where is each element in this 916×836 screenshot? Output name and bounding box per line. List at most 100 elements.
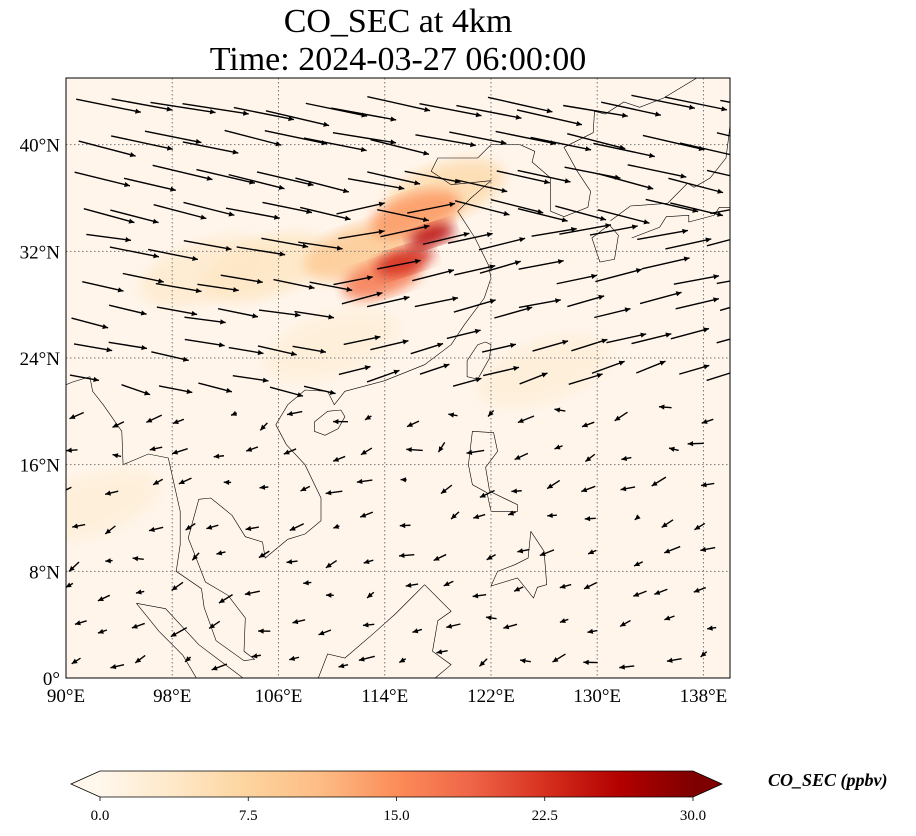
- wind-arrow: [440, 484, 453, 495]
- wind-arrow: [366, 295, 410, 308]
- wind-arrow: [503, 623, 518, 630]
- wind-arrow: [110, 664, 125, 670]
- wind-arrow: [292, 619, 306, 625]
- wind-arrow: [230, 410, 238, 416]
- wind-arrow: [454, 264, 496, 276]
- lat-tick-label: 40°N: [20, 136, 61, 157]
- wind-arrow: [104, 525, 116, 535]
- coastline: [66, 144, 492, 662]
- wind-arrow: [412, 628, 423, 634]
- wind-arrow: [150, 101, 216, 115]
- wind-arrow: [556, 273, 598, 285]
- wind-arrow: [292, 345, 327, 354]
- wind-arrow: [303, 137, 367, 153]
- wind-arrow: [539, 549, 555, 557]
- wind-arrow: [517, 548, 530, 554]
- wind-arrow: [406, 447, 423, 453]
- wind-arrow: [185, 522, 196, 531]
- wind-arrow: [443, 580, 454, 587]
- wind-arrow: [318, 629, 332, 636]
- wind-arrow: [258, 628, 271, 634]
- wind-arrow: [716, 132, 730, 137]
- wind-arrow: [479, 260, 521, 274]
- wind-arrow: [473, 513, 486, 520]
- wind-arrow: [496, 170, 551, 185]
- wind-arrow: [710, 209, 730, 215]
- wind-arrow: [171, 448, 188, 455]
- wind-arrow: [330, 107, 397, 122]
- wind-arrow: [69, 411, 84, 420]
- wind-arrow: [448, 412, 458, 418]
- wind-arrow: [412, 268, 455, 282]
- wind-arrow: [83, 208, 135, 224]
- wind-arrow: [158, 385, 193, 394]
- wind-arrow: [587, 628, 598, 634]
- wind-arrow: [466, 449, 485, 455]
- wind-arrow: [358, 655, 375, 662]
- wind-arrow: [66, 486, 72, 491]
- lon-tick-label: 130°E: [573, 686, 621, 707]
- wind-arrow: [298, 241, 343, 251]
- wind-arrow: [213, 453, 225, 459]
- wind-arrow: [532, 339, 569, 352]
- wind-arrow: [147, 248, 199, 261]
- wind-arrow: [450, 511, 460, 520]
- wind-arrow: [132, 556, 144, 562]
- wind-arrow: [286, 410, 303, 417]
- wind-arrow: [554, 444, 563, 450]
- wind-arrow: [589, 224, 638, 236]
- wind-arrow: [620, 486, 636, 492]
- wind-arrow: [197, 283, 239, 293]
- wind-arrow: [269, 386, 304, 398]
- wind-arrow: [332, 132, 397, 145]
- coastline: [631, 198, 730, 239]
- wind-arrow: [289, 523, 304, 532]
- wind-arrow: [356, 478, 373, 485]
- wind-arrow: [559, 618, 569, 624]
- wind-arrow: [641, 256, 690, 270]
- lat-tick-label: 16°N: [20, 456, 61, 477]
- coastline: [591, 224, 619, 263]
- wind-arrow: [333, 275, 373, 286]
- wind-arrow: [559, 223, 612, 235]
- wind-arrow: [486, 554, 496, 561]
- wind-arrow: [567, 294, 605, 308]
- wind-arrow: [449, 131, 507, 145]
- wind-arrow: [631, 94, 695, 110]
- wind-arrow: [619, 619, 631, 628]
- wind-arrow: [244, 590, 261, 596]
- wind-arrow: [184, 656, 192, 663]
- wind-arrow: [283, 448, 297, 455]
- wind-arrow: [587, 549, 597, 555]
- wind-arrow: [258, 550, 270, 559]
- wind-arrow: [621, 455, 632, 462]
- wind-arrow: [518, 259, 564, 270]
- wind-arrow: [208, 620, 221, 630]
- wind-arrow: [516, 109, 583, 127]
- wind-arrow: [172, 418, 185, 425]
- colorbar-max-extension: [693, 771, 722, 797]
- wind-arrow: [273, 278, 315, 290]
- wind-arrow: [716, 338, 730, 344]
- wind-arrow: [122, 272, 165, 284]
- wind-arrow: [631, 332, 672, 345]
- wind-arrow: [110, 135, 173, 151]
- wind-arrow: [594, 307, 631, 319]
- wind-arrow: [481, 342, 517, 353]
- wind-arrow: [597, 209, 650, 225]
- wind-arrow: [661, 519, 674, 529]
- wind-arrow: [490, 198, 544, 215]
- wind-arrow: [517, 169, 571, 184]
- wind-arrow: [700, 482, 715, 488]
- wind-arrow: [398, 657, 407, 664]
- wind-arrow: [595, 268, 642, 283]
- wind-arrow: [76, 98, 141, 114]
- wind-arrow: [338, 663, 349, 669]
- wind-arrow: [658, 404, 672, 410]
- map-panel[interactable]: [17, 77, 783, 731]
- map-subtitle-time: Time: 2024-03-27 06:00:00: [209, 41, 587, 78]
- wind-arrow: [258, 309, 301, 318]
- map-title: CO_SEC at 4km: [283, 3, 513, 40]
- colorbar-tick-label: 15.0: [383, 808, 409, 824]
- wind-arrow: [552, 653, 566, 663]
